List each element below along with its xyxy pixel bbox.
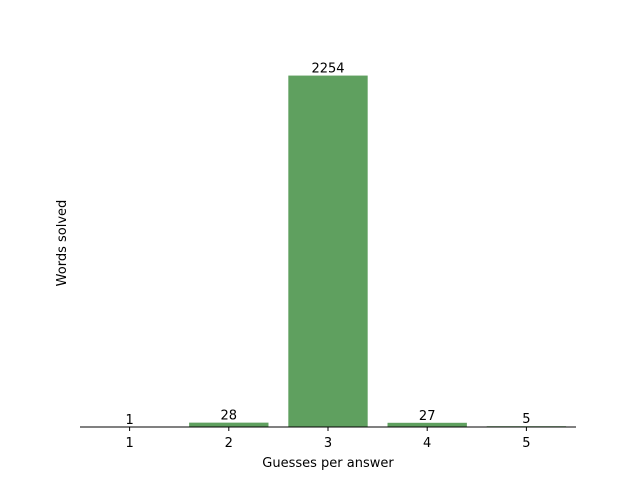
data-labels-group: 1 28 2254 27 5 — [125, 62, 530, 428]
bar-2 — [189, 422, 269, 427]
x-axis-title: Guesses per answer — [262, 456, 394, 471]
data-label-2: 28 — [221, 409, 238, 424]
x-tick-label-4: 4 — [423, 436, 431, 451]
data-label-3: 2254 — [311, 62, 344, 77]
x-tick-label-1: 1 — [125, 436, 133, 451]
bars-group — [89, 75, 567, 427]
data-label-5: 5 — [522, 412, 530, 427]
bar-4 — [387, 422, 467, 427]
data-label-1: 1 — [125, 413, 133, 428]
x-tick-label-5: 5 — [522, 436, 530, 451]
y-axis-title: Words solved — [55, 200, 70, 287]
bar-3 — [288, 75, 368, 427]
x-ticks-group: 1 2 3 4 5 — [125, 427, 531, 451]
x-tick-label-2: 2 — [225, 436, 233, 451]
x-tick-label-3: 3 — [324, 436, 332, 451]
data-label-4: 27 — [419, 409, 436, 424]
